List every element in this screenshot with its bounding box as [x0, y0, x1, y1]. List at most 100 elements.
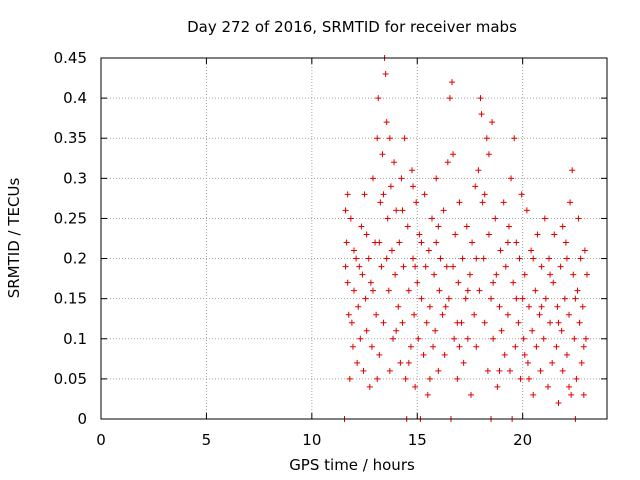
data-point [575, 215, 582, 222]
data-point [501, 351, 508, 358]
data-point [481, 319, 488, 326]
data-point [490, 335, 497, 342]
data-point [423, 319, 430, 326]
y-tick-label: 0.35 [54, 129, 87, 147]
data-point [570, 271, 577, 278]
data-point [472, 183, 479, 190]
data-point [571, 335, 578, 342]
data-point [385, 287, 392, 294]
data-point [559, 223, 566, 230]
data-point [420, 351, 427, 358]
data-point [383, 119, 390, 126]
data-point [433, 175, 440, 182]
data-point [485, 231, 492, 238]
data-point [573, 375, 580, 382]
data-point [505, 223, 512, 230]
data-point [525, 303, 532, 310]
data-point [405, 287, 412, 294]
data-point [529, 327, 536, 334]
data-point [517, 375, 524, 382]
data-point [530, 255, 537, 262]
data-point [572, 295, 579, 302]
data-point [561, 295, 568, 302]
data-point [496, 303, 503, 310]
data-point [497, 247, 504, 254]
data-point [511, 135, 518, 142]
data-point [454, 375, 461, 382]
data-point [358, 223, 365, 230]
chart-title: Day 272 of 2016, SRMTID for receiver mab… [187, 18, 517, 36]
data-point [431, 271, 438, 278]
data-point [342, 263, 349, 270]
data-point [414, 279, 421, 286]
data-point [518, 191, 525, 198]
data-point [398, 175, 405, 182]
data-point [351, 287, 357, 294]
data-point [397, 359, 404, 366]
data-point [537, 367, 544, 374]
data-point [442, 303, 449, 310]
data-point [576, 319, 583, 326]
data-point [373, 311, 380, 318]
data-point [383, 255, 390, 262]
data-point [351, 247, 357, 254]
plot-frame [100, 57, 608, 420]
data-point [380, 191, 387, 198]
data-point [534, 231, 541, 238]
data-point [404, 223, 411, 230]
data-point [449, 79, 456, 86]
data-point [490, 279, 497, 286]
data-point [466, 271, 473, 278]
data-point [553, 343, 560, 350]
y-tick-label: 0.4 [63, 89, 87, 107]
data-point [344, 191, 351, 198]
data-point [504, 311, 511, 318]
data-point [541, 215, 548, 222]
data-point [390, 335, 397, 342]
data-point [500, 199, 507, 206]
data-point [462, 295, 469, 302]
data-point [510, 279, 517, 286]
y-tick-label: 0.2 [63, 250, 87, 268]
data-point [456, 199, 463, 206]
data-point [480, 255, 487, 262]
data-point [393, 207, 400, 214]
data-point [450, 263, 457, 270]
data-point [583, 271, 590, 278]
data-point [554, 303, 561, 310]
axis-ticks [100, 57, 607, 420]
data-point [366, 383, 373, 390]
data-point [346, 375, 353, 382]
data-point [508, 175, 515, 182]
data-point [581, 247, 588, 254]
data-point [345, 311, 352, 318]
grid [101, 58, 607, 419]
data-point [547, 271, 554, 278]
data-point [533, 343, 540, 350]
data-point [353, 255, 360, 262]
data-point [471, 311, 478, 318]
data-point [496, 367, 503, 374]
y-axis-title: SRMTID / TECUs [5, 178, 23, 299]
data-point [425, 247, 432, 254]
x-axis-title: GPS time / hours [289, 456, 415, 474]
data-point [436, 287, 443, 294]
data-point [546, 255, 553, 262]
data-point [542, 295, 549, 302]
data-point [377, 199, 384, 206]
data-point [580, 391, 587, 398]
y-tick-label: 0.05 [54, 370, 87, 388]
data-point [473, 255, 480, 262]
data-point [452, 231, 459, 238]
data-point [387, 183, 394, 190]
data-point [435, 367, 442, 374]
data-point [566, 311, 573, 318]
data-point [464, 335, 471, 342]
data-point [386, 367, 393, 374]
data-point [563, 351, 570, 358]
data-point [407, 343, 414, 350]
data-point [478, 111, 485, 118]
data-point [555, 399, 562, 406]
data-point [578, 359, 585, 366]
data-point [415, 335, 422, 342]
